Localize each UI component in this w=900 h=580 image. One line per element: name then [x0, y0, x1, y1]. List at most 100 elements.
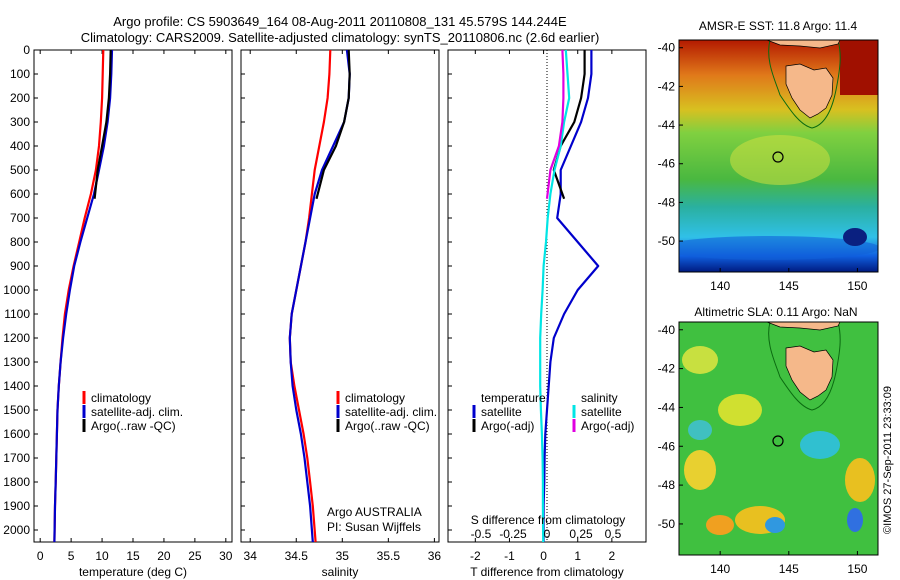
s-tick-label: 0.5	[605, 527, 622, 541]
sst-axis-ticks: -40 -42 -44 -46 -48 -50 140 145 150	[658, 41, 868, 293]
tasmania	[785, 63, 834, 119]
series-line	[93, 49, 112, 199]
depth-tick-label: 2000	[3, 523, 30, 537]
lat-tick-label: -44	[658, 400, 676, 414]
legend-label-sal-argo: Argo(-adj)	[581, 419, 634, 433]
sla-blob	[688, 420, 712, 440]
x-tick-label: 5	[68, 549, 75, 563]
sla-blob	[765, 517, 785, 533]
depth-tick-label: 1600	[3, 427, 30, 441]
title-line1: Argo profile: CS 5903649_164 08-Aug-2011…	[113, 14, 567, 29]
x-tick-label: 36	[428, 549, 442, 563]
x-tick-label: -2	[470, 549, 481, 563]
temperature-lines	[53, 49, 114, 543]
title-line2: Climatology: CARS2009. Satellite-adjuste…	[81, 30, 600, 45]
legend-title-temperature: temperature	[481, 391, 546, 405]
depth-tick-label: 600	[10, 187, 30, 201]
salinity-panel: 34 34.5 35 35.5 36 salinity climatology sate…	[240, 49, 442, 579]
mainland	[766, 40, 841, 49]
legend-label-satellite: satellite-adj. clim.	[91, 405, 183, 419]
x-tick-label: -1	[504, 549, 515, 563]
x-tick-label: 2	[609, 549, 616, 563]
sla-blob	[682, 346, 718, 374]
x-tick-label: 35	[336, 549, 350, 563]
lat-tick-label: -46	[658, 439, 676, 453]
depth-tick-label: 1200	[3, 331, 30, 345]
depth-tick-label: 300	[10, 115, 30, 129]
x-tick-label: 34	[244, 549, 258, 563]
x-tick-label: 30	[219, 549, 233, 563]
s-tick-label: 0.25	[569, 527, 593, 541]
depth-tick-label: 1900	[3, 499, 30, 513]
sla-blob	[706, 515, 734, 535]
sst-warm-corner	[840, 40, 878, 95]
salinity-legend: climatology satellite-adj. clim. Argo(..…	[336, 391, 437, 433]
lon-tick-label: 140	[710, 562, 730, 576]
s-tick-label: -0.25	[499, 527, 527, 541]
sst-frame	[678, 39, 879, 273]
legend-label-climatology: climatology	[345, 391, 405, 405]
difference-legend: temperature satellite Argo(-adj) salinit…	[472, 391, 634, 433]
legend-label-satellite: satellite-adj. clim.	[345, 405, 437, 419]
difference-xlabel: T difference from climatology	[470, 565, 624, 579]
legend-title-salinity: salinity	[581, 391, 618, 405]
depth-tick-label: 1800	[3, 475, 30, 489]
credit-argo-australia: Argo AUSTRALIA	[327, 505, 422, 519]
difference-lines	[539, 49, 600, 543]
temperature-x-ticks: 0 5 10 15 20 25 30	[37, 50, 233, 563]
salinity-x-ticks: 34 34.5 35 35.5 36	[244, 50, 442, 563]
temperature-xlabel: temperature (deg C)	[79, 565, 187, 579]
x-tick-label: 0	[37, 549, 44, 563]
series-line	[539, 49, 571, 543]
legend-label-temp-satellite: satellite	[481, 405, 522, 419]
sla-blob	[847, 508, 863, 532]
depth-tick-label: 1700	[3, 451, 30, 465]
x-tick-label: 25	[188, 549, 202, 563]
legend-label-climatology: climatology	[91, 391, 151, 405]
sst-cold-band	[679, 236, 878, 260]
depth-tick-label: 1500	[3, 403, 30, 417]
lon-tick-label: 150	[847, 562, 867, 576]
temperature-panel: 0 5 10 15 20 25 30 temperature (deg C) climato…	[33, 49, 233, 579]
sla-blob	[718, 394, 762, 426]
lat-tick-label: -50	[658, 234, 676, 248]
depth-tick-label: 1100	[4, 307, 30, 321]
depth-tick-label: 800	[10, 235, 30, 249]
legend-label-argo: Argo(..raw -QC)	[91, 419, 176, 433]
legend-label-argo: Argo(..raw -QC)	[345, 419, 430, 433]
lat-tick-label: -40	[658, 41, 676, 55]
depth-tick-label: 1400	[3, 379, 30, 393]
lat-tick-label: -42	[658, 79, 676, 93]
argo-position-marker	[772, 435, 784, 447]
x-tick-label: 10	[95, 549, 109, 563]
legend-label-sal-satellite: satellite	[581, 405, 622, 419]
lat-tick-label: -44	[658, 118, 676, 132]
x-tick-label: 34.5	[285, 549, 309, 563]
x-tick-label: 15	[126, 549, 140, 563]
x-tick-label: 20	[157, 549, 171, 563]
depth-tick-label: 1000	[3, 283, 30, 297]
lon-tick-label: 140	[710, 279, 730, 293]
salinity-xlabel: salinity	[322, 565, 359, 579]
sla-blob	[684, 450, 716, 490]
tasmania-shelf	[768, 40, 841, 129]
sla-blob	[845, 458, 875, 502]
difference-panel: -2 -1 0 1 2 T difference from climatology S …	[447, 49, 647, 579]
sst-cold-spot	[843, 228, 867, 246]
depth-tick-label: 700	[10, 211, 30, 225]
depth-axis: 0 100 200 300 400 500 600 700 800 900 1000 1100 1200…	[3, 43, 452, 537]
series-line	[315, 49, 351, 200]
sla-title: Altimetric SLA: 0.11 Argo: NaN	[694, 305, 857, 319]
tasmania	[785, 345, 834, 401]
lon-tick-label: 145	[779, 279, 799, 293]
depth-tick-label: 400	[10, 139, 30, 153]
x-tick-label: 0	[540, 549, 547, 563]
tasmania-shelf	[768, 322, 841, 411]
difference-s-ticks: -0.5 -0.25 0 0.25 0.5	[471, 527, 622, 541]
lat-tick-label: -42	[658, 362, 676, 376]
credit-pi: PI: Susan Wijffels	[327, 520, 421, 534]
s-tick-label: 0	[544, 527, 551, 541]
depth-tick-label: 0	[23, 43, 30, 57]
series-line	[542, 50, 600, 542]
